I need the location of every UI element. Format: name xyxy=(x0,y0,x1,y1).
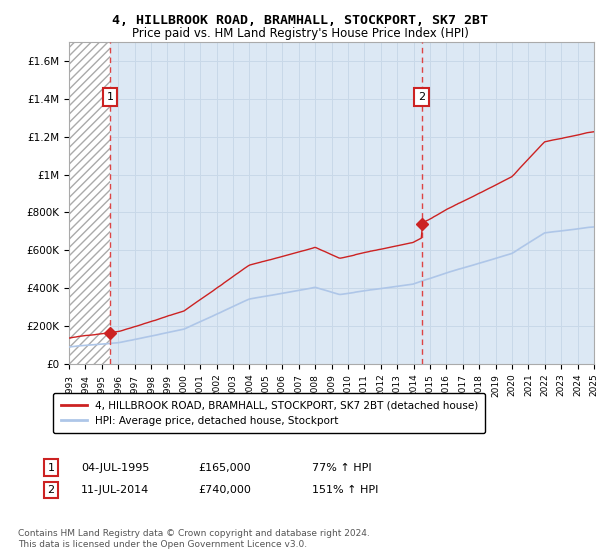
Legend: 4, HILLBROOK ROAD, BRAMHALL, STOCKPORT, SK7 2BT (detached house), HPI: Average p: 4, HILLBROOK ROAD, BRAMHALL, STOCKPORT, … xyxy=(53,393,485,433)
Text: 151% ↑ HPI: 151% ↑ HPI xyxy=(312,485,379,495)
Text: Price paid vs. HM Land Registry's House Price Index (HPI): Price paid vs. HM Land Registry's House … xyxy=(131,27,469,40)
Text: Contains HM Land Registry data © Crown copyright and database right 2024.
This d: Contains HM Land Registry data © Crown c… xyxy=(18,529,370,549)
Text: £740,000: £740,000 xyxy=(198,485,251,495)
Text: 2: 2 xyxy=(47,485,55,495)
Text: 1: 1 xyxy=(107,92,113,102)
Text: 2: 2 xyxy=(418,92,425,102)
Bar xyxy=(69,42,110,364)
Text: 11-JUL-2014: 11-JUL-2014 xyxy=(81,485,149,495)
Text: 4, HILLBROOK ROAD, BRAMHALL, STOCKPORT, SK7 2BT: 4, HILLBROOK ROAD, BRAMHALL, STOCKPORT, … xyxy=(112,14,488,27)
Text: 1: 1 xyxy=(47,463,55,473)
Text: £165,000: £165,000 xyxy=(198,463,251,473)
Text: 04-JUL-1995: 04-JUL-1995 xyxy=(81,463,149,473)
Text: 77% ↑ HPI: 77% ↑ HPI xyxy=(312,463,371,473)
